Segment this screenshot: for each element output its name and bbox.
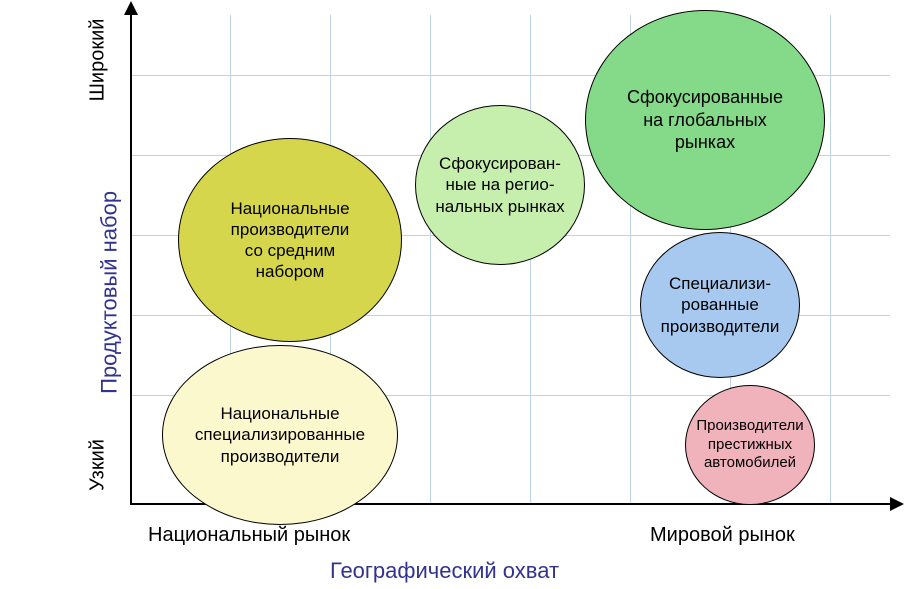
grid-vline [830, 15, 831, 505]
bubble-label: Национальные специализированные производ… [195, 403, 365, 467]
bubble-global-focused: Сфокусированные на глобальных рынках [585, 10, 825, 230]
bubble-national-specialized: Национальные специализированные производ… [162, 345, 398, 525]
bubble-regional-focused: Сфокусирован- ные на регио- нальных рынк… [415, 105, 585, 265]
x-axis-title: Географический охват [330, 558, 559, 584]
bubble-label: Национальные производители со средним на… [230, 198, 349, 283]
bubble-specialized-producers: Специализи- рованные производители [640, 232, 800, 378]
chart-canvas: Продуктовый набор Географический охват Ш… [0, 0, 907, 589]
bubble-national-medium: Национальные производители со средним на… [178, 138, 402, 342]
x-tick-high: Мировой рынок [650, 524, 795, 547]
y-axis-line [130, 15, 132, 505]
bubble-prestige-cars: Производители престижных автомобилей [685, 385, 815, 505]
bubble-label: Специализи- рованные производители [661, 273, 780, 337]
y-tick-low: Узкий [87, 439, 110, 491]
arrow-up-icon [124, 1, 138, 15]
bubble-label: Сфокусированные на глобальных рынках [627, 86, 783, 154]
x-tick-low: Национальный рынок [148, 524, 350, 547]
grid-vline [530, 15, 531, 505]
bubble-label: Производители престижных автомобилей [696, 417, 803, 473]
arrow-right-icon [890, 497, 904, 511]
grid-vline [430, 15, 431, 505]
bubble-label: Сфокусирован- ные на регио- нальных рынк… [435, 153, 564, 217]
y-tick-high: Широкий [87, 19, 110, 102]
plot-area: Национальные специализированные производ… [130, 15, 890, 505]
y-axis-title: Продуктовый набор [96, 190, 122, 393]
